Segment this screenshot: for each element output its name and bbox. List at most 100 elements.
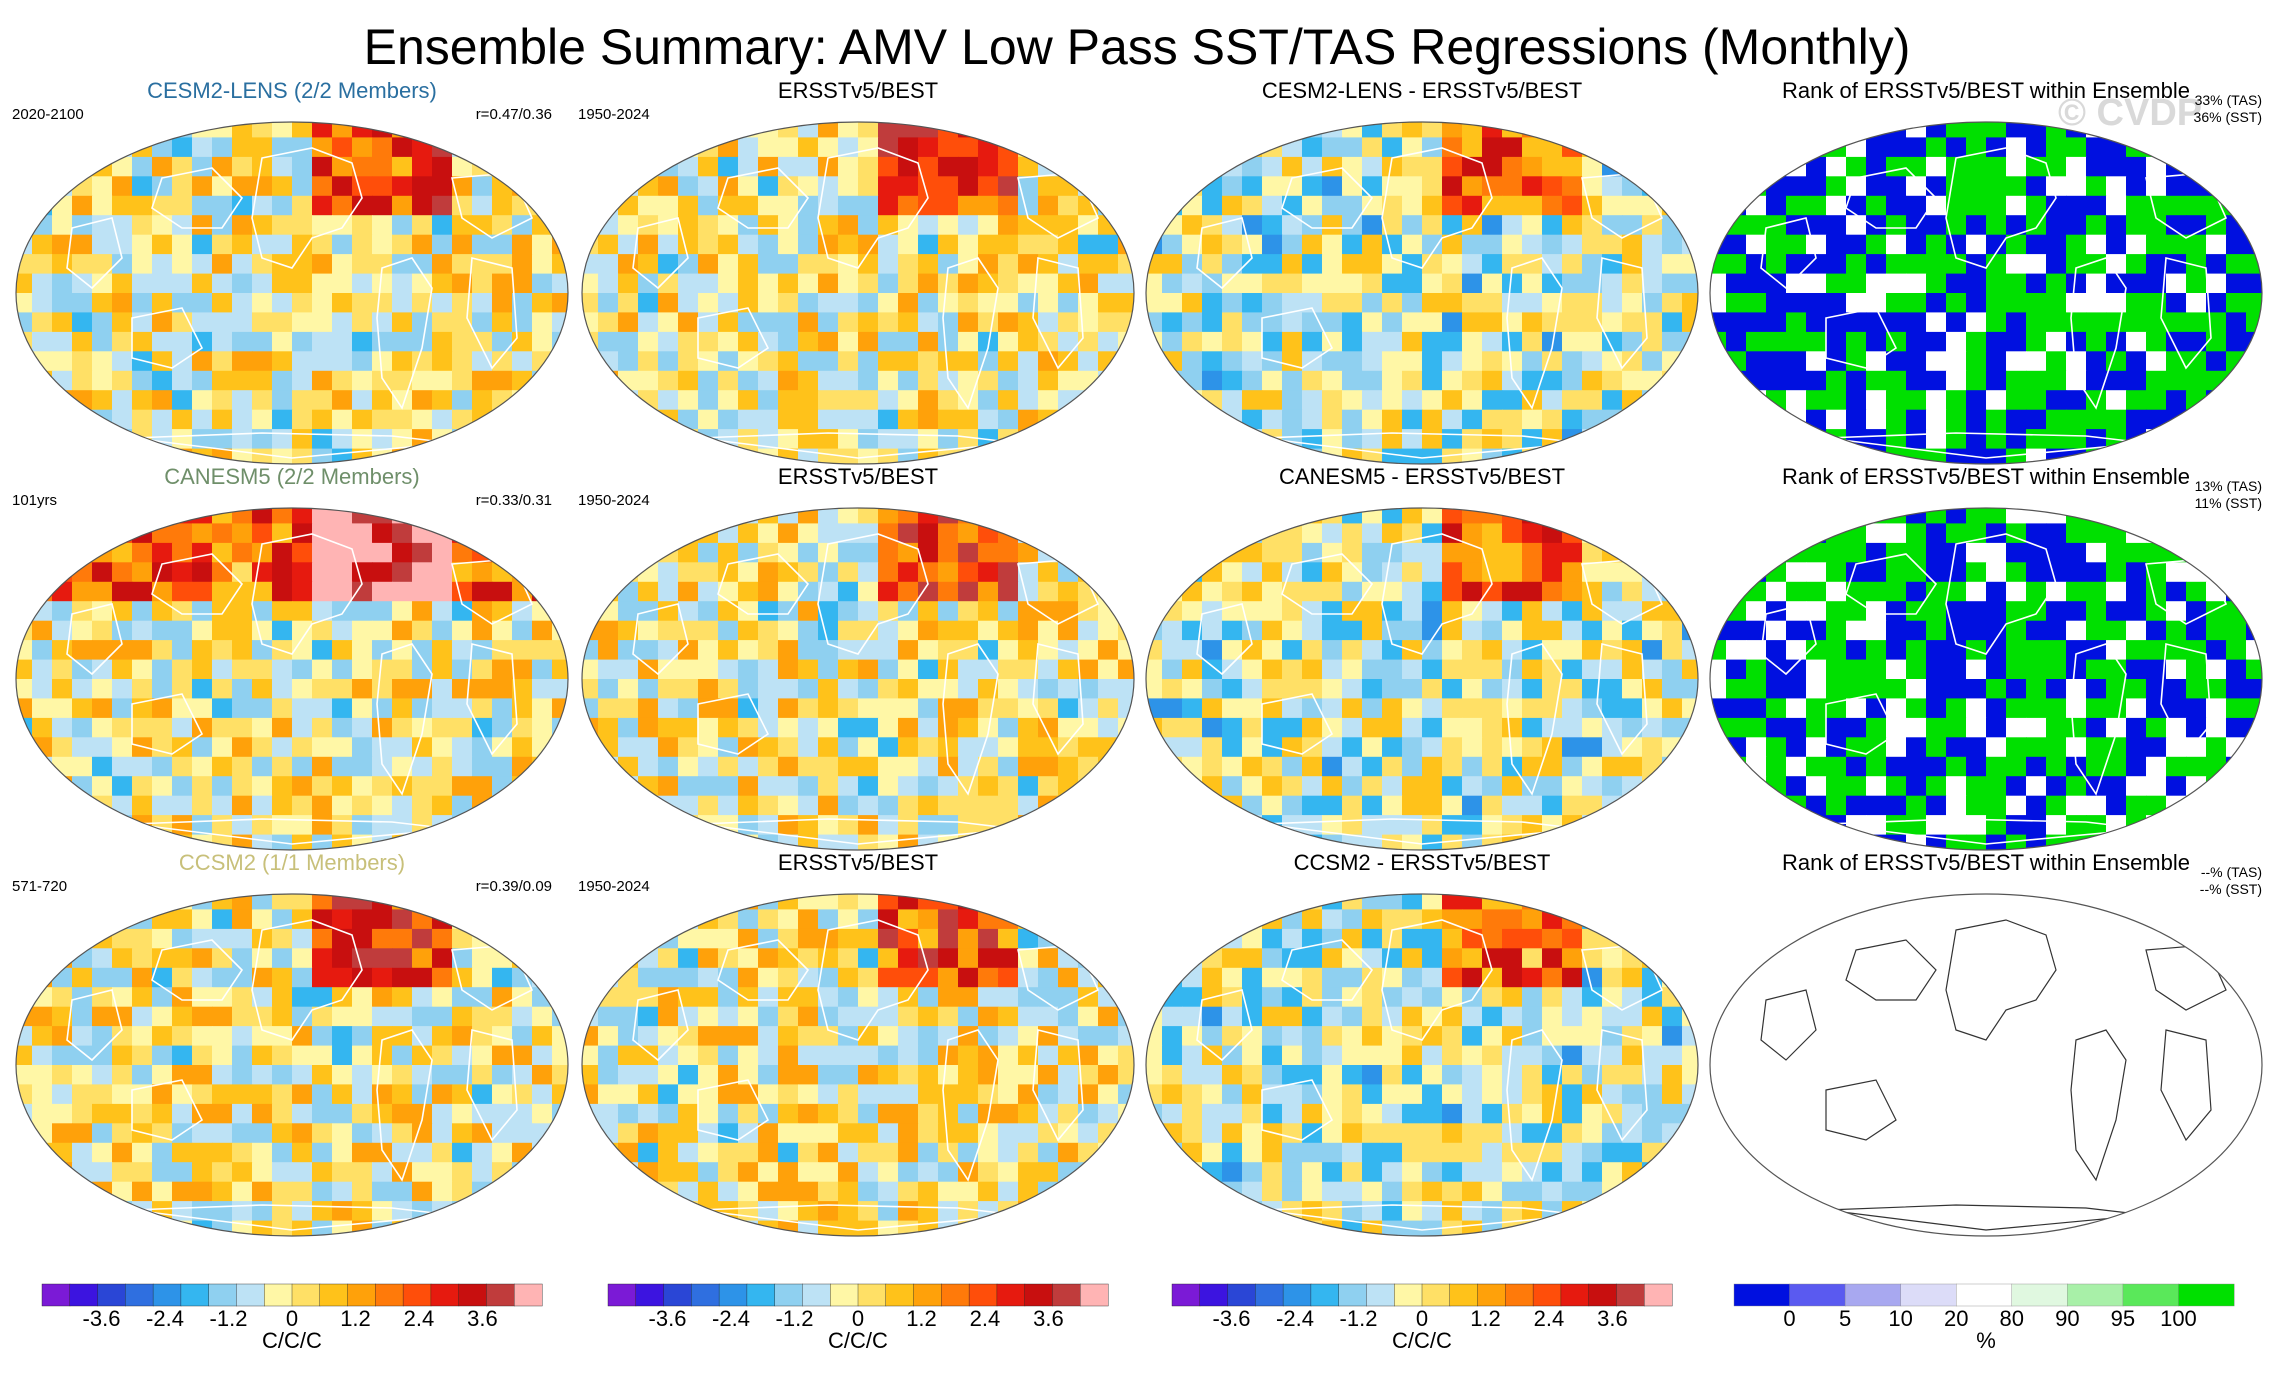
map-cell (492, 929, 513, 949)
map-cell (1442, 118, 1463, 138)
map-cell (818, 737, 839, 757)
map-cell (778, 215, 799, 235)
map-cell (1182, 543, 1203, 563)
map-cell (898, 312, 919, 332)
map-cell (1826, 118, 1847, 138)
map-cell (552, 1143, 572, 1163)
map-cell (372, 987, 393, 1007)
map-cell (492, 948, 513, 968)
map-cell (332, 1065, 353, 1085)
map-cell (1746, 274, 1767, 294)
map-cell (1402, 796, 1423, 816)
map-cell (1602, 274, 1623, 294)
map-cell (1282, 118, 1303, 138)
map-cell (998, 796, 1019, 816)
map-cell (1886, 351, 1907, 371)
map-cell (2026, 679, 2047, 699)
map-cell (192, 504, 213, 524)
map-cell (1766, 776, 1787, 796)
map-cell (352, 1046, 373, 1066)
map-cell (212, 235, 233, 255)
map-cell (1726, 504, 1747, 524)
map-cell (1562, 679, 1583, 699)
map-cell (192, 254, 213, 274)
map-cell (392, 118, 413, 138)
map-cell (1482, 215, 1503, 235)
map-cell (312, 1143, 333, 1163)
map-cell (638, 118, 659, 138)
map-cell (998, 312, 1019, 332)
map-cell (1118, 1007, 1138, 1027)
map-cell (1726, 118, 1747, 138)
map-cell (1682, 582, 1702, 602)
map-cell (998, 718, 1019, 738)
map-cell (1726, 621, 1747, 641)
map-cell (352, 1065, 373, 1085)
map-cell (838, 1104, 859, 1124)
map-cell (598, 796, 619, 816)
map-cell (1582, 371, 1603, 391)
map-cell (858, 390, 879, 410)
map-cell (192, 410, 213, 430)
map-cell (2166, 293, 2187, 313)
map-cell (1582, 776, 1603, 796)
map-cell (552, 118, 572, 138)
map-cell (2246, 737, 2266, 757)
map-cell (232, 679, 253, 699)
map-cell (532, 410, 553, 430)
map-cell (1262, 390, 1283, 410)
map-cell (2066, 196, 2087, 216)
map-cell (1322, 137, 1343, 157)
map-cell (1926, 679, 1947, 699)
map-cell (212, 410, 233, 430)
map-cell (2106, 410, 2127, 430)
map-cell (112, 890, 133, 910)
map-cell (32, 215, 53, 235)
map-cell (532, 640, 553, 660)
map-cell (132, 215, 153, 235)
map-cell (452, 332, 473, 352)
map-cell (1098, 679, 1119, 699)
map-cell (392, 890, 413, 910)
map-cell (1462, 582, 1483, 602)
map-cell (492, 504, 513, 524)
map-cell (532, 1104, 553, 1124)
map-cell (1078, 1026, 1099, 1046)
map-cell (578, 371, 599, 391)
map-cell (778, 312, 799, 332)
map-cell (292, 929, 313, 949)
map-cell (1058, 332, 1079, 352)
map-cell (512, 254, 533, 274)
map-cell (858, 796, 879, 816)
map-cell (998, 1104, 1019, 1124)
map-cell (1402, 543, 1423, 563)
map-cell (32, 390, 53, 410)
map-cell (252, 235, 273, 255)
map-cell (92, 1007, 113, 1027)
map-cell (578, 929, 599, 949)
map-cell (1502, 562, 1523, 582)
map-cell (292, 776, 313, 796)
map-cell (512, 274, 533, 294)
map-cell (492, 776, 513, 796)
map-cell (512, 640, 533, 660)
map-cell (1262, 601, 1283, 621)
map-cell (472, 698, 493, 718)
map-cell (1642, 523, 1663, 543)
map-cell (898, 215, 919, 235)
map-cell (1118, 679, 1138, 699)
map-cell (1442, 274, 1463, 294)
map-cell (1926, 118, 1947, 138)
map-cell (978, 371, 999, 391)
map-cell (658, 176, 679, 196)
map-cell (2126, 235, 2147, 255)
map-cell (32, 312, 53, 332)
map-model (12, 504, 572, 854)
map-cell (2226, 118, 2247, 138)
map-cell (192, 601, 213, 621)
map-cell (152, 118, 173, 138)
map-cell (1726, 351, 1747, 371)
map-cell (1806, 582, 1827, 602)
map-cell (492, 968, 513, 988)
